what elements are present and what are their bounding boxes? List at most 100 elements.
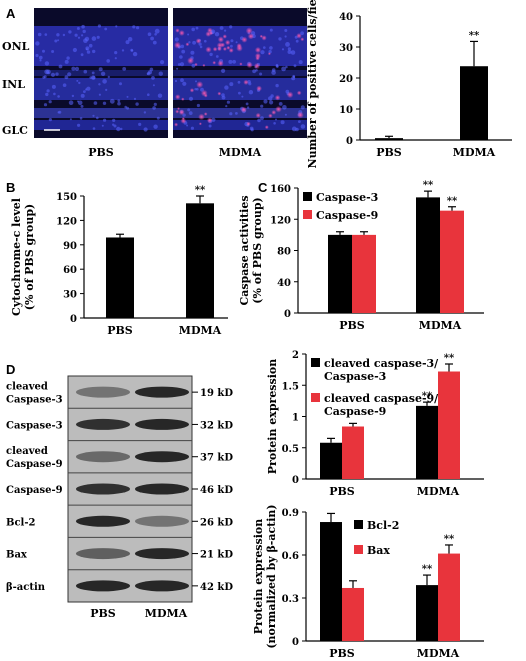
- nucleus-dot: [112, 123, 115, 126]
- bar: [328, 234, 352, 313]
- nucleus-dot: [125, 40, 130, 45]
- nucleus-dot: [287, 50, 292, 54]
- tunel-positive-dot: [255, 112, 261, 118]
- x-tick-label: MDMA: [419, 319, 462, 332]
- retina-layer-band: [34, 70, 168, 76]
- bar: [342, 426, 364, 479]
- nucleus-dot: [151, 76, 155, 80]
- legend-swatch: [354, 520, 363, 529]
- nucleus-dot: [57, 95, 60, 98]
- significance-marker: **: [422, 564, 433, 575]
- nucleus-dot: [271, 70, 276, 75]
- nucleus-dot: [182, 81, 187, 86]
- nucleus-dot: [154, 28, 160, 34]
- blot-band: [76, 515, 130, 527]
- blot-row-label: β-actin: [6, 582, 46, 593]
- blot-band: [76, 451, 130, 463]
- bar: [438, 553, 460, 641]
- y-axis-label: (normalized by β-actin): [265, 504, 278, 648]
- legend-swatch: [303, 192, 312, 201]
- bar: [320, 442, 342, 479]
- nucleus-dot: [259, 72, 263, 76]
- nucleus-dot: [81, 24, 85, 29]
- nucleus-dot: [102, 101, 107, 106]
- nucleus-dot: [282, 105, 287, 110]
- bar: [106, 237, 134, 318]
- legend-label: cleaved caspase-9/: [324, 392, 439, 405]
- nucleus-dot: [58, 110, 62, 114]
- nucleus-dot: [77, 100, 79, 103]
- tunel-positive-dot: [202, 63, 206, 67]
- tunel-positive-dot: [225, 39, 231, 46]
- nucleus-dot: [71, 94, 75, 98]
- nucleus-dot: [269, 46, 273, 50]
- nucleus-dot: [82, 29, 86, 34]
- tunel-positive-dot: [177, 107, 180, 111]
- y-tick-label: 120: [270, 215, 291, 226]
- nucleus-dot: [91, 36, 97, 41]
- legend-swatch: [311, 358, 320, 367]
- nucleus-dot: [180, 44, 185, 49]
- nucleus-dot: [74, 66, 80, 71]
- y-tick-label: 0: [346, 136, 353, 147]
- nucleus-dot: [160, 60, 165, 65]
- tunel-positive-dot: [205, 46, 212, 53]
- nucleus-dot: [298, 120, 301, 123]
- nucleus-dot: [190, 126, 194, 130]
- tunel-positive-dot: [174, 41, 181, 49]
- nucleus-dot: [104, 27, 108, 31]
- significance-marker: **: [444, 353, 455, 364]
- nucleus-dot: [221, 68, 226, 73]
- nucleus-dot: [229, 82, 234, 87]
- nucleus-dot: [292, 74, 296, 78]
- nucleus-dot: [76, 79, 79, 82]
- nucleus-dot: [109, 98, 115, 104]
- blot-kd-label: 21 kD: [200, 550, 233, 561]
- tunel-positive-dot: [217, 36, 224, 43]
- nucleus-dot: [48, 100, 52, 104]
- retina-layer-band: [173, 120, 307, 130]
- nucleus-dot: [136, 26, 140, 30]
- nucleus-dot: [241, 95, 244, 98]
- western-blot: cleaved Caspase-3 19 kD Caspase-3 32 kD cleav…: [6, 375, 233, 620]
- bar: [352, 234, 376, 313]
- blot-band: [135, 515, 189, 527]
- nucleus-dot: [237, 80, 241, 84]
- tunel-positive-dot: [220, 42, 226, 48]
- nucleus-dot: [143, 111, 147, 114]
- bar: [440, 210, 464, 313]
- blot-row-label: Caspase-9: [6, 459, 63, 470]
- y-tick-label: 0.3: [282, 594, 299, 605]
- tunel-positive-dot: [246, 121, 251, 127]
- y-tick-label: 30: [339, 43, 353, 54]
- chart-d2: 0 0.3 0.6 0.9 Protein expression (normalized …: [252, 504, 484, 660]
- nucleus-dot: [43, 103, 48, 107]
- nucleus-dot: [275, 83, 279, 88]
- panel-label-b: B: [6, 180, 15, 195]
- nucleus-dot: [128, 37, 133, 42]
- nucleus-dot: [273, 122, 276, 125]
- nucleus-dot: [263, 46, 266, 49]
- nucleus-dot: [130, 48, 134, 52]
- nucleus-dot: [80, 53, 84, 57]
- blot-row-label: Bcl-2: [6, 517, 35, 528]
- nucleus-dot: [62, 33, 66, 37]
- nucleus-dot: [174, 37, 179, 42]
- blot-row-label: cleaved: [6, 446, 48, 457]
- blot-row-label: Caspase-3: [6, 395, 63, 406]
- nucleus-dot: [147, 93, 150, 96]
- nucleus-dot: [117, 99, 121, 102]
- nucleus-dot: [149, 67, 154, 72]
- blot-row-label: Caspase-3: [6, 420, 63, 431]
- nucleus-dot: [153, 102, 157, 106]
- nucleus-dot: [280, 120, 285, 125]
- nucleus-dot: [50, 72, 56, 77]
- tunel-positive-dot: [206, 117, 213, 124]
- nucleus-dot: [180, 78, 184, 83]
- nucleus-dot: [248, 90, 254, 95]
- blot-band: [135, 418, 189, 430]
- micrograph-group: ONL INL GLC PBS MDMA: [2, 8, 307, 159]
- y-tick-label: 0: [292, 475, 299, 486]
- blot-kd-label: 46 kD: [200, 485, 233, 496]
